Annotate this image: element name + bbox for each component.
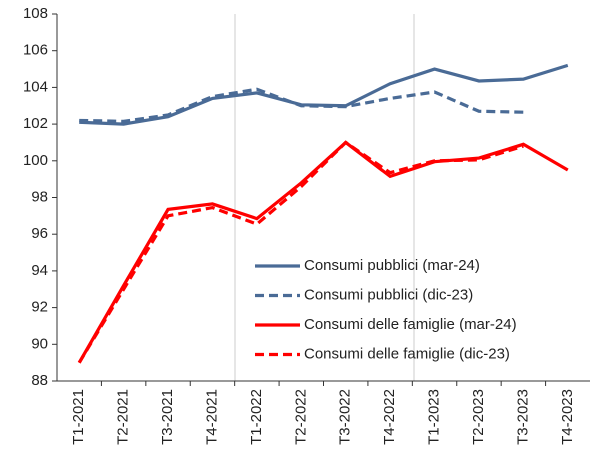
series-line (77, 140, 524, 364)
x-tick-label: T2-2022 (292, 389, 309, 445)
y-tick-label: 88 (31, 372, 48, 389)
y-tick-label: 98 (31, 188, 48, 205)
x-tick-label: T2-2023 (470, 389, 487, 445)
legend-label: Consumi pubblici (dic-23) (304, 286, 473, 303)
y-tick-label: 96 (31, 225, 48, 242)
x-tick-label: T1-2023 (426, 389, 443, 445)
y-tick-label: 94 (31, 262, 48, 279)
x-tick-label: T1-2021 (70, 389, 87, 445)
x-tick-label: T4-2022 (381, 389, 398, 445)
y-tick-label: 90 (31, 335, 48, 352)
y-tick-label: 106 (23, 42, 48, 59)
y-tick-label: 100 (23, 152, 48, 169)
legend-label: Consumi pubblici (mar-24) (304, 257, 480, 274)
x-tick-label: T1-2022 (248, 389, 265, 445)
x-tick-label: T3-2021 (159, 389, 176, 445)
y-tick-label: 102 (23, 115, 48, 132)
y-tick-label: 92 (31, 299, 48, 316)
x-tick-label: T2-2021 (115, 389, 132, 445)
y-tick-label: 108 (23, 5, 48, 22)
x-tick-label: T3-2023 (514, 389, 531, 445)
x-tick-label: T3-2022 (337, 389, 354, 445)
x-tick-label: T4-2021 (203, 389, 220, 445)
series-line (79, 63, 569, 126)
x-tick-label: T4-2023 (559, 389, 576, 445)
y-tick-label: 104 (23, 78, 48, 95)
series-line (79, 87, 524, 123)
legend-label: Consumi delle famiglie (mar-24) (304, 316, 517, 333)
legend-label: Consumi delle famiglie (dic-23) (304, 345, 510, 362)
